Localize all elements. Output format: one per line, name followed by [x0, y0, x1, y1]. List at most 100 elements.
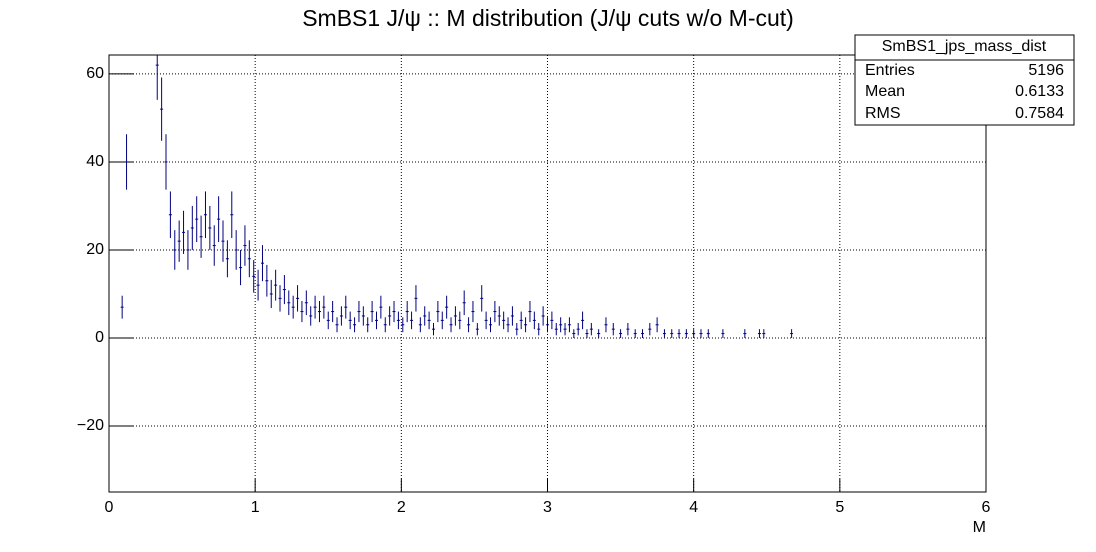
error-point — [576, 323, 580, 336]
error-point — [247, 240, 251, 278]
error-point — [655, 317, 659, 333]
error-point — [488, 317, 492, 333]
error-point — [581, 311, 585, 330]
error-point — [190, 205, 194, 250]
error-point — [239, 249, 243, 286]
error-point — [199, 215, 203, 258]
error-point — [471, 301, 475, 323]
error-point — [692, 329, 696, 338]
error-point — [445, 295, 449, 319]
error-point — [559, 317, 563, 333]
error-point — [706, 329, 710, 338]
error-point — [304, 290, 308, 316]
error-point — [344, 295, 348, 319]
x-tick-label: 1 — [251, 499, 260, 516]
error-point — [502, 311, 506, 330]
x-tick-label: 4 — [689, 499, 698, 516]
stats-key: Entries — [865, 62, 915, 79]
error-point — [348, 311, 352, 330]
error-point — [339, 306, 343, 326]
error-point — [480, 285, 484, 312]
error-point — [641, 329, 645, 338]
error-point — [309, 306, 313, 326]
error-point — [519, 311, 523, 330]
error-point — [221, 220, 225, 262]
error-point — [546, 317, 549, 333]
x-tick-label: 2 — [397, 499, 406, 516]
error-point — [388, 306, 392, 326]
error-point — [195, 196, 199, 243]
error-point — [405, 301, 409, 323]
error-point — [662, 329, 666, 338]
stats-frame — [854, 34, 1075, 126]
error-point — [554, 323, 558, 336]
error-point — [326, 311, 330, 330]
error-point — [567, 317, 571, 333]
error-point — [120, 295, 124, 319]
error-point — [361, 306, 365, 326]
error-point — [699, 329, 703, 338]
error-point — [322, 295, 326, 319]
error-point — [317, 301, 321, 323]
error-point — [160, 77, 164, 141]
x-tick-label: 6 — [982, 499, 991, 516]
error-point — [370, 301, 374, 323]
y-tick-label: −20 — [77, 417, 104, 434]
error-point — [458, 311, 462, 330]
error-point — [203, 191, 207, 239]
error-point — [155, 55, 159, 100]
error-point — [357, 301, 361, 323]
stats-key: Mean — [865, 83, 905, 100]
error-point — [633, 329, 637, 338]
error-point — [524, 317, 528, 333]
error-point — [597, 329, 601, 338]
error-point — [296, 285, 300, 312]
error-point — [757, 329, 761, 338]
error-point — [331, 301, 335, 323]
error-point — [278, 285, 282, 312]
error-point — [335, 317, 339, 333]
error-point — [440, 311, 444, 330]
error-point — [611, 323, 615, 336]
error-point — [510, 306, 514, 326]
error-point — [721, 329, 725, 338]
error-point — [234, 230, 238, 270]
error-point — [212, 225, 216, 266]
error-point — [453, 306, 457, 326]
error-point — [589, 323, 593, 336]
x-tick-label: 5 — [835, 499, 844, 516]
error-point — [265, 264, 269, 297]
error-point — [217, 196, 221, 243]
error-point — [313, 295, 317, 319]
stats-value: 0.7584 — [1015, 105, 1064, 122]
error-point — [497, 306, 501, 326]
error-point — [410, 311, 414, 330]
error-point — [252, 260, 256, 293]
error-point — [173, 230, 177, 270]
error-point — [225, 240, 229, 278]
error-point — [515, 323, 519, 336]
error-point — [164, 134, 168, 190]
error-point — [537, 323, 541, 336]
y-tick-label: 20 — [86, 241, 104, 258]
error-point — [670, 329, 674, 338]
error-point — [449, 317, 453, 333]
stats-value: 0.6133 — [1015, 83, 1064, 100]
error-point — [256, 269, 260, 301]
error-point — [243, 225, 247, 266]
y-tick-label: 40 — [86, 153, 104, 170]
error-point — [604, 317, 608, 333]
stats-value: 5196 — [1028, 62, 1064, 79]
error-point — [790, 329, 794, 338]
error-point — [208, 205, 212, 250]
error-point — [168, 191, 172, 239]
error-point — [626, 323, 630, 336]
error-point — [506, 317, 510, 333]
error-point — [436, 301, 440, 323]
error-point — [300, 301, 304, 323]
error-point — [401, 317, 405, 333]
error-point — [563, 323, 567, 336]
error-point — [475, 323, 479, 336]
chart-title: SmBS1 J/ψ :: M distribution (J/ψ cuts w/… — [302, 5, 794, 31]
